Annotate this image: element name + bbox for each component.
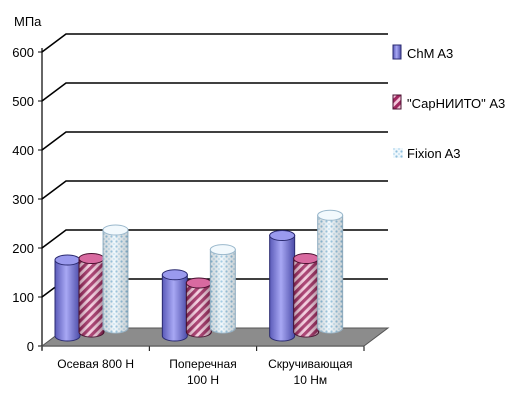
bar <box>209 244 236 334</box>
bar <box>185 277 212 338</box>
gridline <box>41 180 388 200</box>
category-label-line: Скручивающая <box>268 357 352 371</box>
gridline <box>41 33 388 53</box>
y-axis-title: МПа <box>14 14 42 29</box>
category-label-line: 10 Нм <box>294 373 328 387</box>
y-tick-label: 300 <box>12 192 34 207</box>
y-tick-label: 100 <box>12 290 34 305</box>
bar-body <box>161 274 188 342</box>
bar <box>293 253 320 338</box>
bar-shading <box>79 258 104 337</box>
gridline <box>41 131 388 151</box>
legend-item: "СарНИИТО" А3 <box>392 94 505 111</box>
legend-item: ChM A3 <box>392 44 453 61</box>
y-tick-label: 0 <box>27 339 34 354</box>
legend-item: Fixion A3 <box>393 146 460 161</box>
bar-shading <box>317 215 343 333</box>
legend-swatch <box>392 94 402 110</box>
y-tick-label: 400 <box>12 143 34 158</box>
bar-top <box>293 253 320 264</box>
bar-top <box>317 209 344 221</box>
bar <box>102 224 129 334</box>
category-labels: Осевая 800 Н Поперечная 100 Н Скручивающая 1… <box>57 357 352 387</box>
legend: ChM A3 "СарНИИТО" А3 Fixion A3 <box>392 44 505 161</box>
legend-label: ChM A3 <box>407 46 453 61</box>
legend-swatch <box>393 148 403 158</box>
bar <box>269 230 296 342</box>
bar-shading <box>186 283 212 337</box>
gridline <box>41 229 388 249</box>
category-label: Осевая 800 Н <box>57 357 134 371</box>
y-tick-label: 500 <box>12 94 34 109</box>
y-tick-label: 600 <box>12 45 34 60</box>
legend-swatch <box>392 44 402 60</box>
bar-body <box>269 235 296 342</box>
bar-top <box>269 230 296 242</box>
bar-shading <box>103 230 128 333</box>
bar <box>161 269 188 342</box>
bars <box>54 209 344 342</box>
legend-label: Fixion A3 <box>407 146 460 161</box>
y-tick-labels: 0 100 200 300 400 500 600 <box>12 45 34 354</box>
bar-top <box>185 277 212 289</box>
bar-top <box>102 224 129 236</box>
category-label-line: Поперечная <box>169 357 236 371</box>
bar-top <box>209 244 236 256</box>
category-label-line: 100 Н <box>187 373 219 387</box>
bar <box>317 209 344 334</box>
bar-top <box>54 254 81 266</box>
category-label: Поперечная 100 Н <box>169 357 236 387</box>
y-tick-label: 200 <box>12 241 34 256</box>
bar-top <box>161 269 188 281</box>
bar-shading <box>210 249 236 333</box>
bar-body <box>54 259 81 342</box>
bar <box>54 254 81 342</box>
category-label-line: Осевая 800 Н <box>57 357 134 371</box>
bar-shading <box>293 258 319 337</box>
legend-label: "СарНИИТО" А3 <box>407 96 505 111</box>
category-label: Скручивающая 10 Нм <box>268 357 352 387</box>
gridline <box>41 82 388 102</box>
bar <box>78 253 105 338</box>
bar-top <box>78 253 105 264</box>
